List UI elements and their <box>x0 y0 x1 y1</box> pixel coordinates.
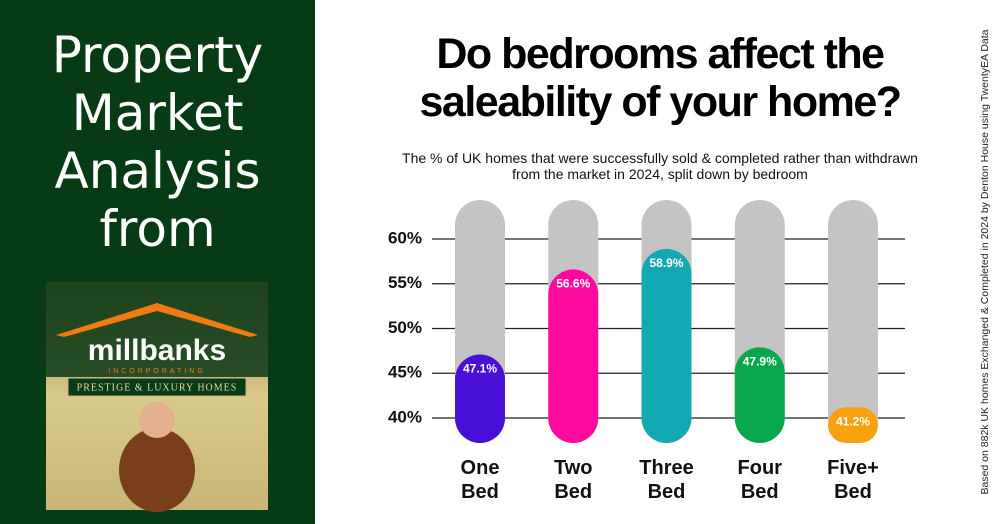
bar <box>641 248 692 443</box>
bar-track <box>828 200 878 443</box>
bar <box>828 407 878 443</box>
y-tick-label: 60% <box>388 228 422 247</box>
logo: millbanks INCORPORATING PRESTIGE & LUXUR… <box>46 282 268 512</box>
x-tick-label: One Bed <box>460 457 500 503</box>
y-tick-label: 50% <box>388 318 422 337</box>
logo-brand: millbanks <box>88 334 226 367</box>
sidebar-heading: Property Market Analysis from <box>51 26 264 258</box>
y-tick-label: 40% <box>388 407 422 426</box>
bar <box>734 347 785 443</box>
bar <box>548 269 599 443</box>
x-tick-label: Two Bed <box>553 457 593 503</box>
value-label: 58.9% <box>649 256 683 270</box>
bar <box>455 354 505 443</box>
chart-subtitle: The % of UK homes that were successfully… <box>402 150 918 182</box>
person-body <box>119 428 195 512</box>
value-label: 56.6% <box>556 277 590 291</box>
x-tick-label: Five+ Bed <box>827 457 879 503</box>
logo-banner: PRESTIGE & LUXURY HOMES <box>77 382 238 393</box>
y-tick-label: 55% <box>388 273 422 292</box>
x-tick-label: Three Bed <box>639 457 694 503</box>
chart-title: Do bedrooms affect the saleability of yo… <box>419 30 903 126</box>
source-note: Based on 882k UK homes Exchanged & Compl… <box>979 29 991 494</box>
value-label: 41.2% <box>836 414 870 428</box>
logo-tagline: INCORPORATING <box>108 368 206 375</box>
person-head <box>139 402 175 438</box>
y-tick-label: 45% <box>388 363 422 382</box>
roof <box>56 303 258 337</box>
value-label: 47.1% <box>463 362 497 376</box>
value-label: 47.9% <box>743 354 777 368</box>
x-tick-label: Four Bed <box>737 457 782 503</box>
banner <box>67 377 247 397</box>
